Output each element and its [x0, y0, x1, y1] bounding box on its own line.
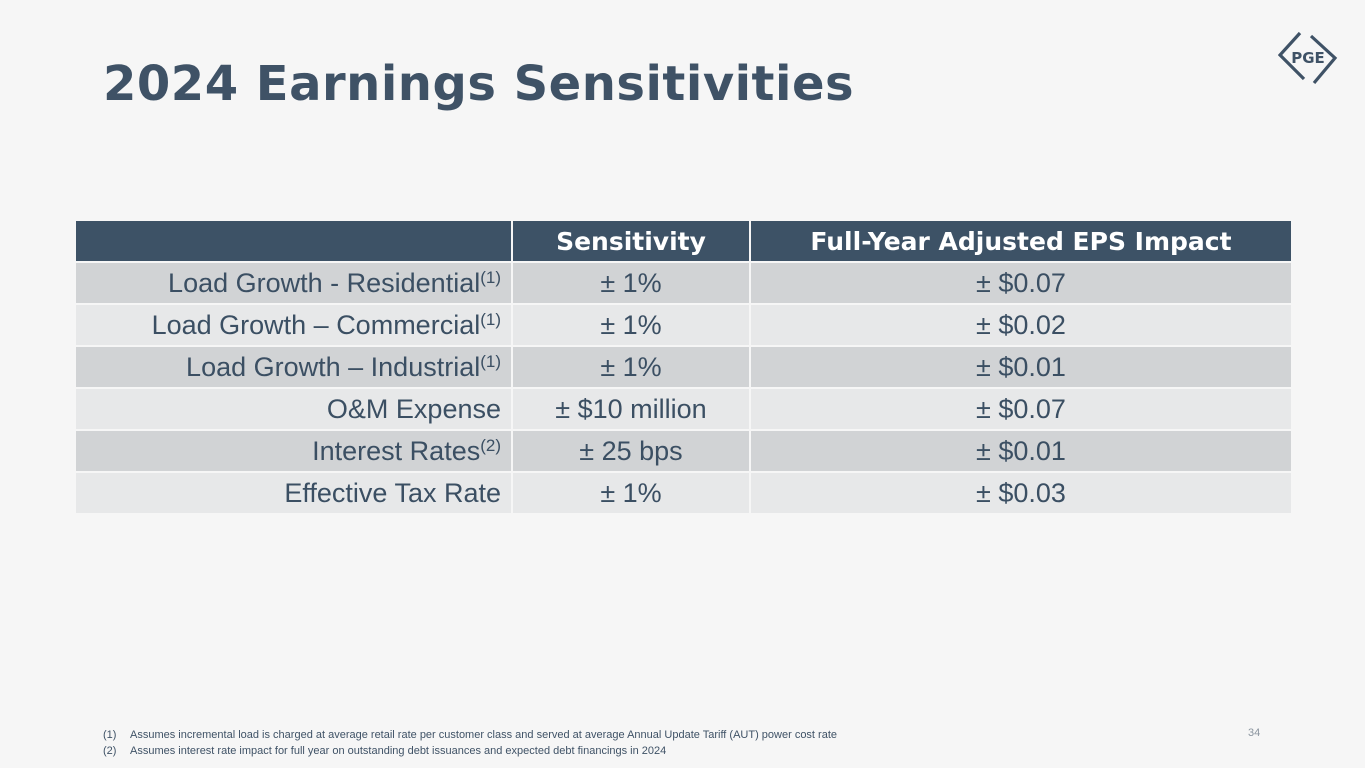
eps-impact-cell: ± $0.01 [749, 429, 1293, 473]
header-eps-impact: Full-Year Adjusted EPS Impact [749, 219, 1293, 263]
eps-impact-cell: ± $0.07 [749, 261, 1293, 305]
row-label-text: Load Growth – Commercial [151, 309, 481, 340]
table-row: Effective Tax Rate ± 1% ± $0.03 [74, 471, 1293, 515]
row-label-text: Load Growth - Residential [168, 267, 481, 298]
row-label: O&M Expense [74, 387, 513, 431]
sensitivity-cell: ± 1% [511, 261, 751, 305]
sensitivity-cell: ± 1% [511, 471, 751, 515]
logo-text: PGE [1291, 49, 1325, 67]
row-label-text: Interest Rates [312, 435, 481, 466]
footnote-ref: (1) [480, 267, 501, 287]
table-row: Load Growth – Commercial(1) ± 1% ± $0.02 [74, 303, 1293, 347]
page-number: 34 [1248, 727, 1261, 739]
table-header-row: Sensitivity Full-Year Adjusted EPS Impac… [74, 219, 1293, 263]
table-row: Load Growth – Industrial(1) ± 1% ± $0.01 [74, 345, 1293, 389]
row-label: Load Growth - Residential(1) [74, 261, 513, 305]
footnote-text: Assumes interest rate impact for full ye… [130, 745, 667, 757]
header-blank [74, 219, 513, 263]
sensitivity-cell: ± $10 million [511, 387, 751, 431]
eps-impact-cell: ± $0.02 [749, 303, 1293, 347]
row-label-text: O&M Expense [326, 393, 501, 424]
footnote-ref: (2) [480, 435, 501, 455]
eps-impact-cell: ± $0.01 [749, 345, 1293, 389]
table-row: O&M Expense ± $10 million ± $0.07 [74, 387, 1293, 431]
footnote-item: (2) Assumes interest rate impact for full… [103, 743, 837, 759]
row-label: Interest Rates(2) [74, 429, 513, 473]
table-row: Load Growth - Residential(1) ± 1% ± $0.0… [74, 261, 1293, 305]
slide-title: 2024 Earnings Sensitivities [103, 56, 855, 112]
footnote-item: (1) Assumes incremental load is charged a… [103, 727, 837, 743]
sensitivity-table: Sensitivity Full-Year Adjusted EPS Impac… [74, 219, 1293, 515]
row-label-text: Load Growth – Industrial [186, 351, 481, 382]
row-label: Load Growth – Commercial(1) [74, 303, 513, 347]
footnote-ref: (1) [480, 309, 501, 329]
sensitivity-cell: ± 1% [511, 303, 751, 347]
footnote-number: (2) [103, 745, 117, 757]
eps-impact-cell: ± $0.03 [749, 471, 1293, 515]
row-label-text: Effective Tax Rate [284, 477, 501, 508]
sensitivity-cell: ± 1% [511, 345, 751, 389]
table-row: Interest Rates(2) ± 25 bps ± $0.01 [74, 429, 1293, 473]
footnotes: (1) Assumes incremental load is charged a… [103, 727, 837, 759]
footnote-ref: (1) [480, 351, 501, 371]
footnote-text: Assumes incremental load is charged at a… [130, 729, 838, 741]
eps-impact-cell: ± $0.07 [749, 387, 1293, 431]
row-label: Effective Tax Rate [74, 471, 513, 515]
pge-logo: PGE [1278, 31, 1338, 85]
footnote-number: (1) [103, 729, 117, 741]
sensitivity-cell: ± 25 bps [511, 429, 751, 473]
header-sensitivity: Sensitivity [511, 219, 751, 263]
row-label: Load Growth – Industrial(1) [74, 345, 513, 389]
